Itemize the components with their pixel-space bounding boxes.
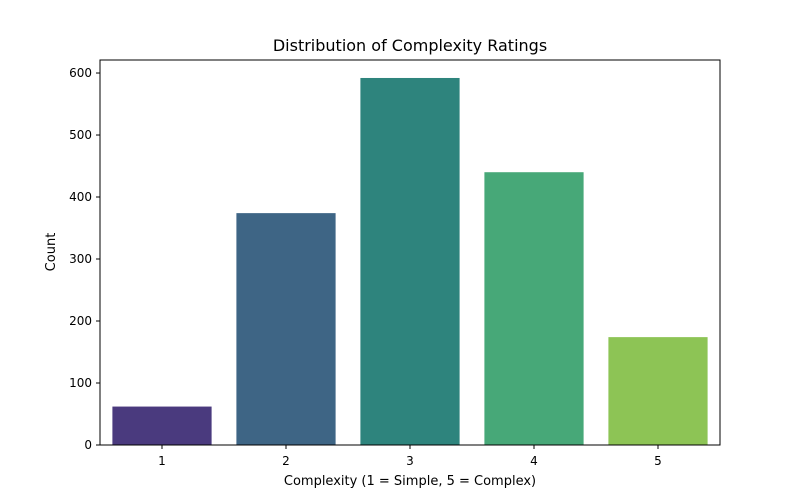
bars-group <box>112 77 708 445</box>
y-tick-label: 500 <box>69 128 92 142</box>
x-tick-label: 3 <box>406 454 414 468</box>
y-axis: 0 100 200 300 400 500 600 <box>69 66 100 452</box>
x-axis-label: Complexity (1 = Simple, 5 = Complex) <box>284 474 536 489</box>
bar-4 <box>484 172 584 445</box>
x-tick-label: 1 <box>158 454 166 468</box>
plot-frame <box>99 59 721 446</box>
bar-3 <box>360 77 460 445</box>
chart-title: Distribution of Complexity Ratings <box>273 36 547 55</box>
x-tick-label: 2 <box>282 454 290 468</box>
y-tick-label: 200 <box>69 314 92 328</box>
bar-1 <box>112 406 212 445</box>
bar-5 <box>608 337 708 445</box>
y-tick-label: 0 <box>84 438 92 452</box>
y-tick-label: 400 <box>69 190 92 204</box>
x-tick-label: 5 <box>654 454 662 468</box>
x-axis: 1 2 3 4 5 <box>158 445 662 468</box>
y-axis-label: Count <box>44 233 59 272</box>
x-tick-label: 4 <box>530 454 538 468</box>
y-tick-label: 100 <box>69 376 92 390</box>
y-tick-label: 600 <box>69 66 92 80</box>
y-tick-label: 300 <box>69 252 92 266</box>
bar-2 <box>236 213 336 445</box>
